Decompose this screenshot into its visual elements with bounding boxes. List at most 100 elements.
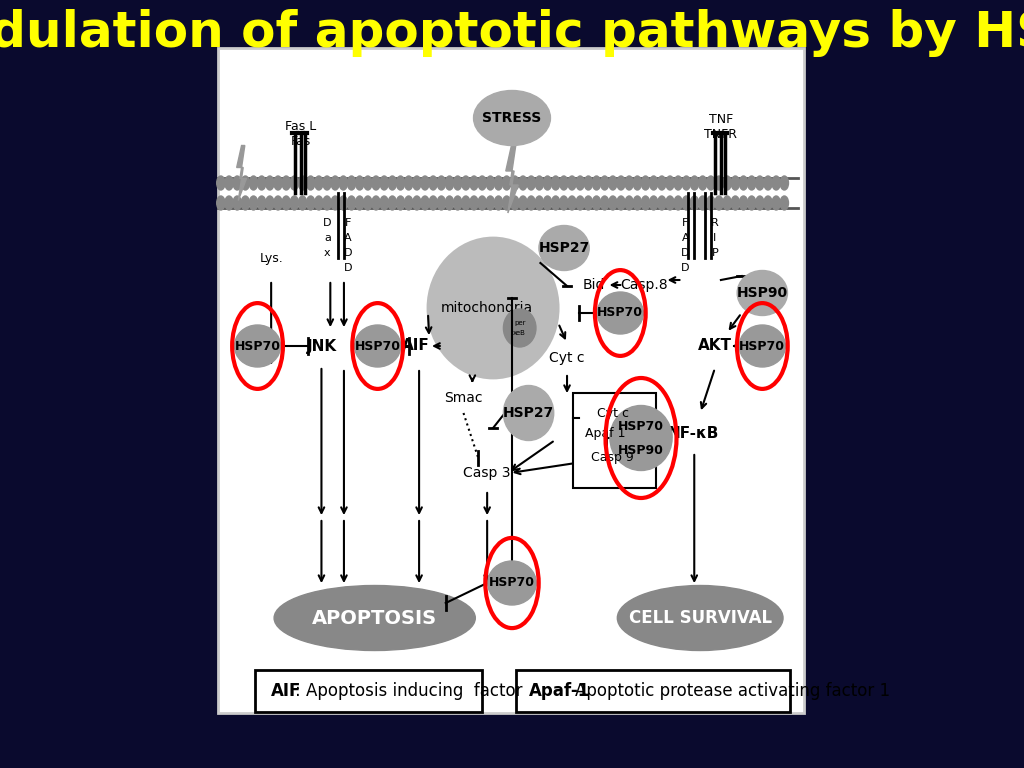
Circle shape [772,176,780,190]
Ellipse shape [428,238,558,378]
Circle shape [290,176,298,190]
Circle shape [298,196,306,210]
Text: Casp 3: Casp 3 [464,466,511,480]
Text: Modulation of apoptotic pathways by HSPs: Modulation of apoptotic pathways by HSPs [0,9,1024,57]
Circle shape [666,196,674,210]
Circle shape [258,196,266,210]
Circle shape [217,176,225,190]
Circle shape [258,176,266,190]
Circle shape [698,196,707,210]
Circle shape [437,176,445,190]
Circle shape [421,176,429,190]
Circle shape [633,176,641,190]
Circle shape [347,196,355,210]
Text: Casp 9: Casp 9 [591,452,634,465]
Ellipse shape [597,292,643,334]
Circle shape [314,196,323,210]
Circle shape [217,196,225,210]
Circle shape [470,176,478,190]
Text: D: D [324,218,332,228]
Text: STRESS: STRESS [482,111,542,125]
Text: Apaf 1: Apaf 1 [585,426,626,439]
FancyBboxPatch shape [218,48,804,713]
FancyBboxPatch shape [515,670,791,712]
Circle shape [723,196,731,210]
Circle shape [355,196,364,210]
Text: Cyt c: Cyt c [597,406,629,419]
Circle shape [731,196,739,210]
Circle shape [511,176,519,190]
Circle shape [674,176,682,190]
Circle shape [536,196,544,210]
Circle shape [364,196,372,210]
Text: HSP70: HSP70 [618,419,664,432]
Text: AIF: AIF [402,339,430,353]
Text: AKT: AKT [698,339,732,353]
Circle shape [355,176,364,190]
Circle shape [764,176,772,190]
Circle shape [577,196,585,210]
Circle shape [560,176,568,190]
Circle shape [331,176,339,190]
Text: Fas L: Fas L [285,120,316,133]
Ellipse shape [504,386,554,441]
Circle shape [437,196,445,210]
Circle shape [698,176,707,190]
Circle shape [625,176,633,190]
Circle shape [282,196,291,210]
Circle shape [323,196,331,210]
Text: Cyt c: Cyt c [549,351,585,365]
Circle shape [657,196,666,210]
Circle shape [649,176,657,190]
Text: TNFR: TNFR [705,128,737,141]
Circle shape [519,196,527,210]
Circle shape [552,196,560,210]
Circle shape [347,176,355,190]
Circle shape [715,196,723,210]
Text: Fas: Fas [291,135,311,148]
Circle shape [454,196,462,210]
Circle shape [723,176,731,190]
Text: HSP70: HSP70 [234,339,281,353]
Text: AIF: AIF [271,682,301,700]
Circle shape [616,196,625,210]
Circle shape [273,196,283,210]
Circle shape [306,176,314,190]
Circle shape [577,176,585,190]
Circle shape [536,176,544,190]
Circle shape [225,196,233,210]
Circle shape [544,176,552,190]
Circle shape [486,176,495,190]
Circle shape [707,196,715,210]
Text: HSP27: HSP27 [503,406,554,420]
Circle shape [445,196,454,210]
Circle shape [592,176,601,190]
Circle shape [600,176,609,190]
Text: F: F [682,218,688,228]
Ellipse shape [487,561,537,605]
Text: Bid: Bid [583,278,605,292]
Circle shape [454,176,462,190]
Circle shape [380,176,388,190]
Circle shape [568,196,577,210]
Text: a: a [324,233,331,243]
Circle shape [600,196,609,210]
Circle shape [470,196,478,210]
Circle shape [250,196,258,210]
Circle shape [657,176,666,190]
Text: D: D [681,263,689,273]
Circle shape [429,196,437,210]
Text: HSP70: HSP70 [354,339,400,353]
Text: D: D [681,248,689,258]
Text: : Apoptosis inducing  factor: : Apoptosis inducing factor [295,682,522,700]
Circle shape [486,196,495,210]
Circle shape [364,176,372,190]
Circle shape [756,196,764,210]
Ellipse shape [739,325,785,367]
Circle shape [290,196,298,210]
Text: HSP27: HSP27 [539,241,590,255]
Circle shape [372,176,380,190]
Circle shape [413,196,421,210]
Circle shape [242,176,250,190]
Circle shape [592,196,601,210]
